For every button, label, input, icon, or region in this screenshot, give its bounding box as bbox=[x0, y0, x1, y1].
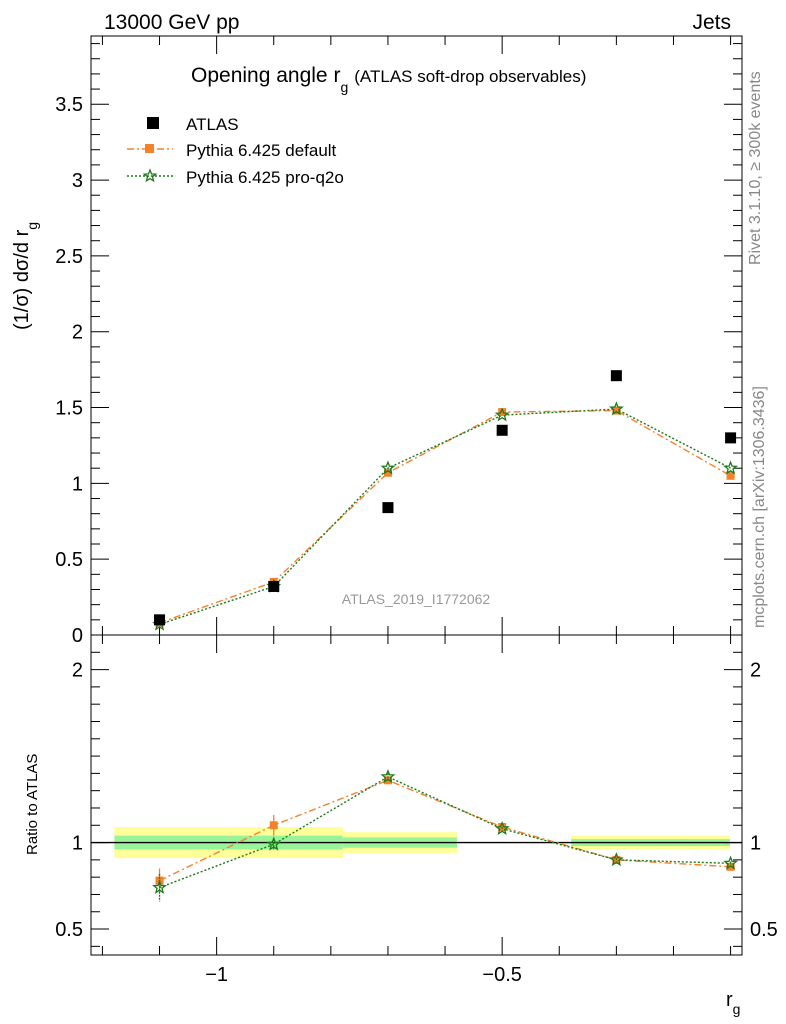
ratio-y-axis-label: Ratio to ATLAS bbox=[24, 754, 41, 855]
ratio-y-tick-label: 2 bbox=[72, 660, 83, 682]
ratio-pythia-proq2o-point bbox=[152, 879, 167, 894]
ratio-panel: 0.5 0.5 1 1 2 2 −1 −0.5 Ratio to ATLAS rg bbox=[24, 634, 778, 1017]
pythia-default-point bbox=[498, 408, 507, 417]
ratio-y-tick-label: 1 bbox=[72, 833, 83, 855]
ratio-pythia-proq2o-point bbox=[723, 855, 738, 870]
atlas-data-point bbox=[496, 424, 508, 436]
pythia-default-line bbox=[159, 409, 731, 624]
pythia-proq2o-point bbox=[723, 460, 738, 475]
pythia-default-point bbox=[612, 406, 621, 415]
header-energy: 13000 GeV pp bbox=[104, 11, 239, 34]
ratio-pythia-proq2o-line bbox=[159, 776, 731, 889]
ratio-y-tick-label-right: 0.5 bbox=[750, 919, 778, 941]
ratio-pythia-proq2o-point bbox=[608, 852, 624, 867]
x-tick-label: −1 bbox=[205, 964, 228, 986]
ratio-pythia-proq2o-point bbox=[266, 836, 282, 851]
ratio-y-tick-label-right: 1 bbox=[750, 833, 761, 855]
main-panel: 0 0.5 1 1.5 2 2.5 3 3.5 Opening angle rg(ATLAS … bbox=[11, 35, 743, 647]
legend-atlas-marker bbox=[147, 117, 159, 129]
rivet-version-label: Rivet 3.1.10, ≥ 300k events bbox=[747, 71, 764, 265]
main-y-tick-label: 1.5 bbox=[55, 398, 83, 420]
pythia-proq2o-point bbox=[608, 401, 624, 416]
legend-pythia-default-label: Pythia 6.425 default bbox=[186, 141, 337, 160]
pythia-default-point bbox=[383, 468, 392, 477]
header-process: Jets bbox=[692, 11, 731, 34]
pythia-proq2o-point bbox=[494, 407, 510, 422]
legend: ATLAS Pythia 6.425 default Pythia 6.425 … bbox=[127, 115, 344, 187]
ratio-pythia-proq2o-point bbox=[380, 769, 396, 784]
x-tick-label: −0.5 bbox=[482, 964, 521, 986]
pythia-proq2o-line bbox=[159, 408, 731, 626]
legend-pythia-proq2o-label: Pythia 6.425 pro-q2o bbox=[186, 168, 344, 187]
mcplots-source-label: mcplots.cern.ch [arXiv:1306.3436] bbox=[751, 386, 768, 628]
ratio-panel-frame bbox=[90, 634, 743, 956]
atlas-data-point bbox=[268, 580, 280, 592]
y-axis-label: (1/σ) dσ/d rg bbox=[11, 222, 40, 330]
ratio-pythia-default-point bbox=[726, 862, 735, 871]
ratio-pythia-proq2o-point bbox=[494, 820, 510, 836]
main-y-tick-label: 2 bbox=[72, 322, 83, 344]
main-y-axis: 0 0.5 1 1.5 2 2.5 3 3.5 bbox=[55, 43, 742, 647]
pythia-default-point bbox=[726, 471, 735, 480]
main-y-tick-label: 3.5 bbox=[55, 94, 83, 116]
ratio-series bbox=[152, 769, 738, 902]
legend-pythia-default-marker bbox=[145, 144, 154, 153]
main-y-tick-label: 2.5 bbox=[55, 246, 83, 268]
legend-atlas-label: ATLAS bbox=[186, 115, 239, 134]
analysis-watermark: ATLAS_2019_I1772062 bbox=[342, 591, 491, 607]
chart-title: Opening angle rg(ATLAS soft-drop observa… bbox=[191, 64, 586, 95]
ratio-pythia-default-point bbox=[269, 821, 278, 830]
atlas-data-point bbox=[154, 614, 166, 626]
ratio-x-axis: −1 −0.5 bbox=[101, 635, 732, 986]
x-axis-label: rg bbox=[726, 989, 740, 1017]
pythia-proq2o-point bbox=[380, 460, 396, 475]
main-y-tick-label: 1 bbox=[72, 473, 83, 495]
main-y-tick-label: 3 bbox=[72, 170, 83, 192]
atlas-data-point bbox=[610, 370, 622, 382]
main-y-tick-label: 0.5 bbox=[55, 549, 83, 571]
ratio-y-axis: 0.5 0.5 1 1 2 2 bbox=[55, 634, 778, 947]
ratio-y-tick-label: 0.5 bbox=[55, 919, 83, 941]
ratio-y-tick-label-right: 2 bbox=[750, 660, 761, 682]
legend-pythia-proq2o-marker bbox=[142, 168, 158, 183]
main-y-tick-label: 0 bbox=[72, 625, 83, 647]
atlas-data-point bbox=[725, 432, 737, 444]
atlas-data-point bbox=[382, 502, 394, 514]
main-series bbox=[152, 370, 738, 631]
